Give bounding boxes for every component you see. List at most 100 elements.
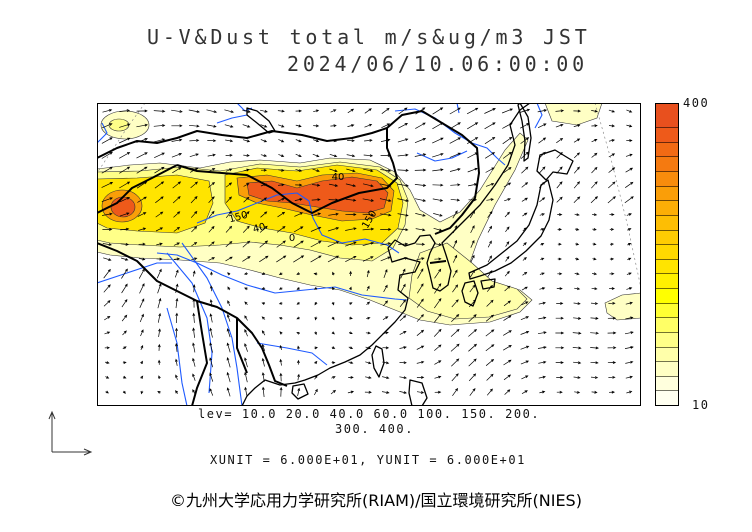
wind-arrow bbox=[173, 257, 180, 261]
wind-arrow bbox=[244, 315, 248, 321]
wind-arrow bbox=[295, 169, 303, 172]
wind-arrow bbox=[381, 391, 390, 394]
colorbar-band bbox=[656, 332, 678, 348]
wind-arrow bbox=[399, 361, 407, 365]
wind-arrow bbox=[173, 226, 181, 232]
wind-arrow bbox=[486, 373, 494, 381]
wind-arrow bbox=[295, 109, 303, 113]
wind-arrow bbox=[140, 360, 143, 365]
border bbox=[97, 164, 178, 214]
wind-arrow bbox=[452, 254, 458, 263]
wind-arrow bbox=[538, 137, 547, 144]
wind-arrow bbox=[469, 388, 476, 396]
wind-arrow bbox=[310, 255, 322, 263]
wind-arrow bbox=[555, 316, 564, 320]
wind-arrow bbox=[574, 227, 580, 231]
wind-arrow bbox=[397, 213, 409, 217]
wind-arrow bbox=[484, 108, 496, 114]
wind-arrow bbox=[557, 257, 562, 261]
wind-arrow bbox=[209, 372, 214, 382]
wind-arrow bbox=[261, 330, 266, 336]
wind-arrow bbox=[243, 154, 250, 157]
wind-arrow bbox=[192, 342, 196, 353]
wind-arrow bbox=[276, 240, 286, 248]
colorbar-band bbox=[656, 172, 678, 187]
wind-arrow bbox=[120, 257, 129, 261]
wind-arrow bbox=[607, 316, 617, 320]
wind-arrow bbox=[503, 167, 512, 174]
wind-arrow bbox=[297, 387, 301, 397]
wind-arrow bbox=[434, 283, 442, 294]
wind-arrow bbox=[139, 313, 144, 323]
wind-arrow bbox=[190, 181, 199, 189]
wind-arrow bbox=[504, 270, 510, 277]
wind-arrow bbox=[136, 181, 148, 189]
wind-arrow bbox=[261, 357, 265, 367]
wind-arrow bbox=[398, 107, 408, 115]
wind-arrow bbox=[398, 256, 408, 261]
wind-arrow bbox=[189, 124, 200, 128]
wind-arrow bbox=[102, 227, 113, 231]
wind-arrow bbox=[470, 225, 475, 234]
wind-arrow bbox=[468, 198, 478, 202]
wind-arrow bbox=[451, 373, 459, 382]
colorbar-band bbox=[656, 362, 678, 377]
wind-arrow bbox=[345, 213, 357, 217]
wind-arrow bbox=[625, 360, 634, 364]
wind-arrow bbox=[487, 255, 492, 263]
colorbar-band bbox=[656, 391, 678, 406]
wind-arrow bbox=[139, 298, 145, 308]
river bbox=[216, 114, 248, 124]
wind-arrow bbox=[555, 109, 565, 113]
wind-arrow bbox=[555, 346, 565, 350]
wind-arrow bbox=[121, 283, 128, 294]
wind-arrow bbox=[313, 286, 318, 290]
wind-arrow bbox=[349, 316, 353, 320]
wind-arrow bbox=[330, 109, 337, 113]
wind-arrow bbox=[153, 109, 166, 113]
wind-arrow bbox=[330, 124, 337, 128]
wind-arrow bbox=[417, 283, 424, 294]
wind-arrow bbox=[416, 345, 425, 350]
wind-arrow bbox=[102, 108, 113, 113]
wind-arrow bbox=[175, 283, 179, 293]
wind-arrow bbox=[314, 301, 318, 306]
wind-arrow bbox=[331, 316, 335, 321]
wind-arrow bbox=[311, 212, 322, 217]
wind-arrow bbox=[122, 375, 127, 379]
wind-arrow bbox=[327, 255, 340, 263]
wind-arrow bbox=[138, 227, 147, 231]
wind-arrow bbox=[261, 272, 266, 275]
wind-arrow bbox=[119, 123, 131, 128]
wind-arrow bbox=[122, 346, 127, 350]
wind-arrow bbox=[434, 360, 442, 365]
wind-arrow bbox=[503, 374, 512, 381]
wind-arrow bbox=[175, 327, 179, 338]
wind-arrow bbox=[415, 228, 426, 232]
wind-arrow bbox=[226, 387, 231, 397]
wind-arrow bbox=[329, 153, 338, 158]
wind-arrow bbox=[192, 327, 196, 338]
wind-arrow bbox=[432, 183, 444, 187]
wind-arrow bbox=[101, 182, 114, 188]
wind-arrow bbox=[466, 107, 479, 115]
wind-arrow bbox=[607, 196, 616, 204]
wind-arrow bbox=[364, 123, 373, 128]
colorbar-band bbox=[656, 157, 678, 173]
colorbar-band bbox=[656, 289, 678, 304]
wind-arrow bbox=[244, 386, 248, 397]
wind-arrow bbox=[278, 154, 285, 157]
wind-arrow bbox=[294, 212, 304, 217]
wind-arrow bbox=[225, 168, 233, 172]
wind-arrow bbox=[363, 154, 374, 158]
wind-arrow bbox=[608, 109, 616, 113]
wind-arrow bbox=[277, 109, 285, 113]
wind-arrow bbox=[608, 167, 616, 173]
wind-arrow bbox=[487, 225, 493, 233]
wind-arrow bbox=[260, 197, 268, 202]
wind-arrow bbox=[626, 213, 632, 216]
wind-arrow bbox=[540, 257, 545, 261]
wind-arrow bbox=[626, 124, 633, 128]
wind-arrow bbox=[327, 241, 340, 248]
wind-arrow bbox=[295, 124, 302, 128]
